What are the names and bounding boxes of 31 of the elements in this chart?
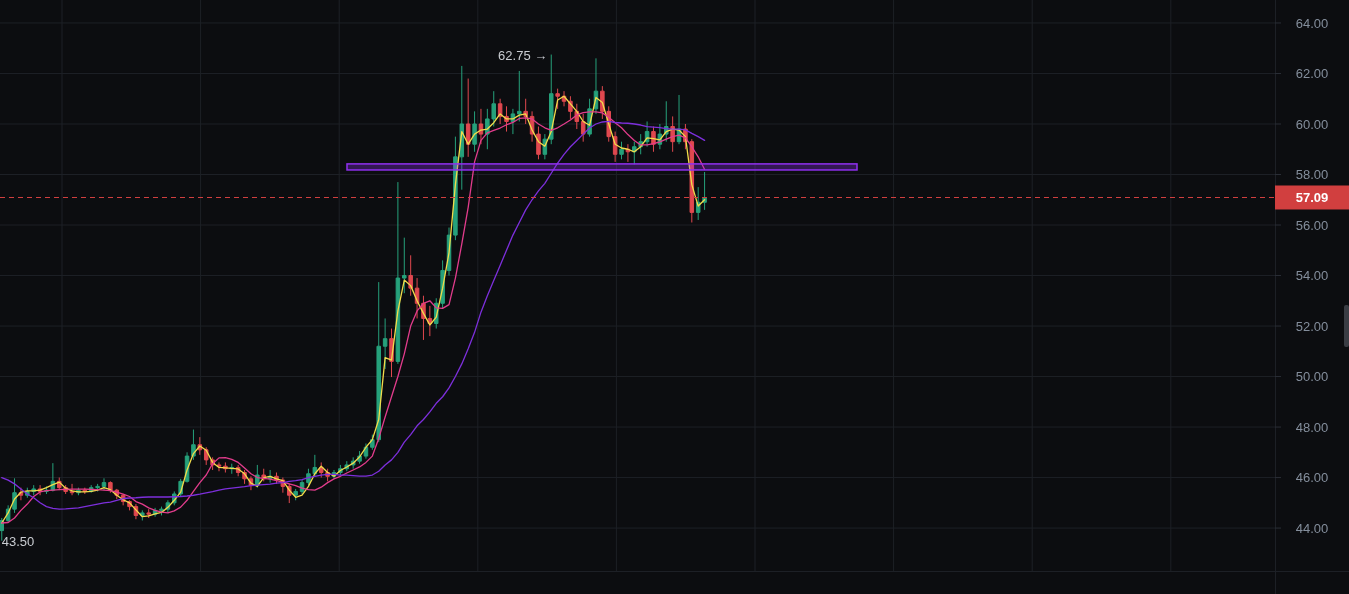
y-tick-label: 44.00 [1295,520,1329,536]
candlestick [101,477,107,491]
y-tick-label: 54.00 [1295,268,1329,284]
candlestick [517,70,522,122]
candlestick [69,483,75,496]
candlestick [408,254,413,297]
candlestick [159,506,164,516]
candlestick [536,126,541,160]
candlestick [402,237,407,294]
y-tick-label: 46.00 [1295,470,1329,486]
annotation: 43.50 [1,533,35,549]
annotation: 62.75 → [498,47,548,63]
y-tick-label: 52.00 [1295,318,1329,334]
candlestick [216,461,222,472]
ref-line-label: 57.09 [1295,190,1329,206]
y-tick-label: 60.00 [1295,116,1329,132]
y-tick-label: 58.00 [1295,167,1329,183]
candlestick [146,508,151,519]
y-tick-label: 48.00 [1295,419,1329,435]
candlestick [472,110,477,153]
candlestick [465,78,471,158]
y-tick-label: 56.00 [1295,217,1329,233]
candlestick [140,509,145,521]
y-tick-label: 64.00 [1295,15,1329,31]
candlestick [395,181,401,365]
candlestick [293,488,298,501]
y-tick-label: 62.00 [1295,66,1329,82]
candlestick [555,88,560,110]
candlestick [619,141,624,160]
candlestick [382,317,388,370]
y-tick-label: 50.00 [1295,369,1329,385]
